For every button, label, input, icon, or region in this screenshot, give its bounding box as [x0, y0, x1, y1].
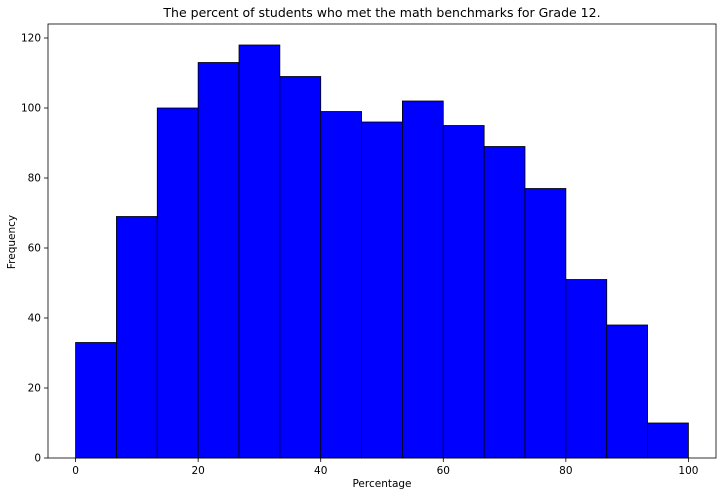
y-axis-label: Frequency — [6, 215, 18, 269]
x-tick-label: 100 — [678, 465, 698, 477]
histogram-bar — [156, 107, 199, 459]
x-tick-label: 0 — [72, 465, 79, 477]
histogram-bar — [442, 125, 485, 459]
y-tick-label: 80 — [28, 173, 41, 185]
histogram-bar — [279, 76, 322, 459]
y-tick-label: 0 — [34, 453, 41, 465]
histogram-bar — [361, 121, 403, 459]
plot-frame — [47, 23, 717, 459]
chart-title: The percent of students who met the math… — [162, 5, 600, 20]
x-axis-label: Percentage — [352, 478, 411, 490]
x-tick-label: 20 — [191, 465, 204, 477]
bars-group — [75, 44, 689, 459]
y-axis: 0 20 40 60 80 100 120 — [21, 33, 48, 465]
y-tick-label: 60 — [28, 243, 41, 255]
x-tick-label: 40 — [314, 465, 327, 477]
y-tick-label: 120 — [21, 33, 41, 45]
x-tick-label: 60 — [437, 465, 450, 477]
y-tick-label: 40 — [28, 313, 41, 325]
histogram-bar — [647, 422, 689, 459]
histogram-bar — [565, 279, 608, 459]
histogram-bar — [116, 216, 158, 459]
y-tick-label: 100 — [21, 103, 41, 115]
y-tick-label: 20 — [28, 383, 41, 395]
x-axis: 0 20 40 60 80 100 — [72, 458, 698, 477]
x-tick-label: 80 — [559, 465, 572, 477]
histogram-bar — [524, 188, 567, 459]
histogram-bar — [402, 100, 444, 459]
histogram-bar — [320, 111, 362, 459]
histogram-bar — [238, 44, 281, 459]
histogram-bar — [483, 146, 526, 459]
histogram-bar — [606, 324, 648, 459]
histogram-bar — [75, 342, 117, 459]
histogram-bar — [197, 62, 240, 459]
